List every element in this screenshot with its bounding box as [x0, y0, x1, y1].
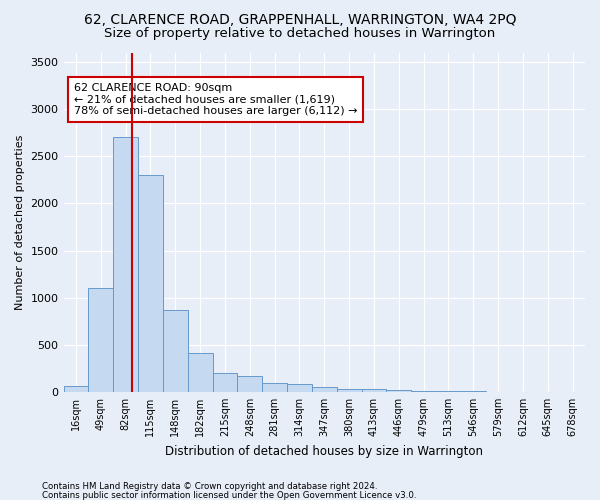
Bar — [287, 384, 312, 392]
Bar — [188, 353, 212, 392]
Text: 62 CLARENCE ROAD: 90sqm
← 21% of detached houses are smaller (1,619)
78% of semi: 62 CLARENCE ROAD: 90sqm ← 21% of detache… — [74, 83, 358, 116]
Bar — [411, 390, 436, 392]
Bar — [88, 288, 113, 392]
Text: Contains HM Land Registry data © Crown copyright and database right 2024.: Contains HM Land Registry data © Crown c… — [42, 482, 377, 491]
Bar — [337, 389, 362, 392]
Y-axis label: Number of detached properties: Number of detached properties — [15, 134, 25, 310]
Text: 62, CLARENCE ROAD, GRAPPENHALL, WARRINGTON, WA4 2PQ: 62, CLARENCE ROAD, GRAPPENHALL, WARRINGT… — [84, 12, 516, 26]
Bar — [212, 373, 238, 392]
Text: Size of property relative to detached houses in Warrington: Size of property relative to detached ho… — [104, 28, 496, 40]
Bar — [436, 391, 461, 392]
X-axis label: Distribution of detached houses by size in Warrington: Distribution of detached houses by size … — [165, 444, 483, 458]
Bar — [362, 389, 386, 392]
Bar — [138, 175, 163, 392]
Bar — [113, 138, 138, 392]
Bar — [238, 376, 262, 392]
Bar — [312, 386, 337, 392]
Bar — [262, 382, 287, 392]
Text: Contains public sector information licensed under the Open Government Licence v3: Contains public sector information licen… — [42, 490, 416, 500]
Bar — [386, 390, 411, 392]
Bar — [64, 386, 88, 392]
Bar — [163, 310, 188, 392]
